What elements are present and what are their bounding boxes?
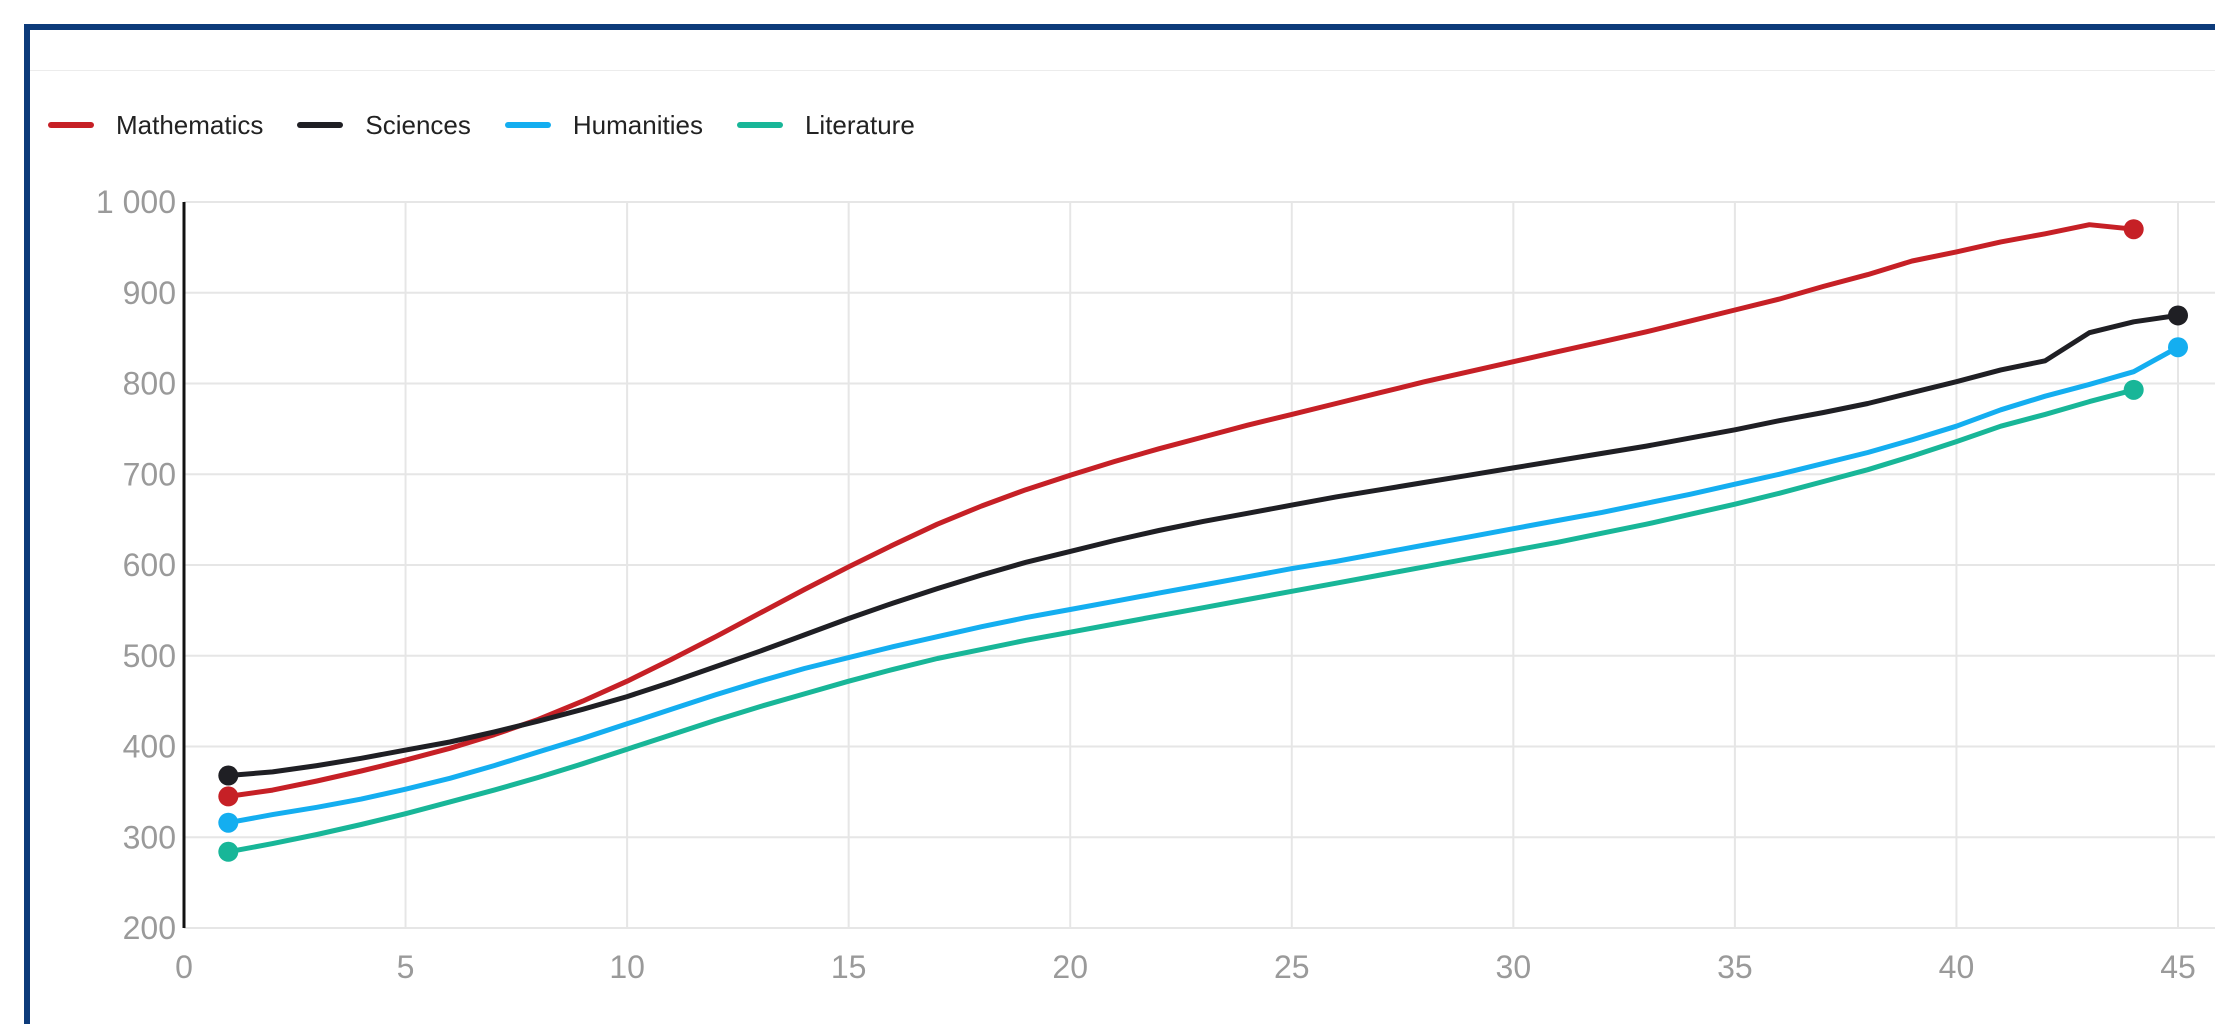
data-point-mathematics-end[interactable] <box>2123 219 2144 240</box>
x-tick-label: 5 <box>397 949 415 985</box>
legend-item-humanities[interactable]: Humanities <box>504 109 703 141</box>
y-tick-label: 500 <box>123 638 176 674</box>
y-tick-label: 600 <box>123 547 176 583</box>
y-tick-label: 800 <box>123 366 176 402</box>
legend-swatch-mathematics <box>48 122 94 128</box>
x-tick-label: 0 <box>175 949 193 985</box>
y-tick-label: 700 <box>123 456 176 492</box>
series-line-mathematics[interactable] <box>225 222 2137 799</box>
y-tick-label: 200 <box>123 910 176 946</box>
x-tick-label: 35 <box>1717 949 1753 985</box>
legend-swatch-sciences <box>297 122 344 128</box>
legend-item-literature[interactable]: Literature <box>736 109 915 141</box>
x-tick-label: 10 <box>609 949 645 985</box>
x-tick-label: 25 <box>1274 949 1310 985</box>
x-tick-label: 45 <box>2160 949 2196 985</box>
legend-swatch-humanities <box>504 122 551 128</box>
legend: Mathematics Sciences Humanities Literatu… <box>48 100 949 150</box>
grid <box>184 201 2215 929</box>
x-tick-label: 20 <box>1052 949 1088 985</box>
series-line-sciences[interactable] <box>225 312 2181 778</box>
legend-swatch-literature <box>736 122 783 128</box>
y-tick-label: 400 <box>123 729 176 765</box>
data-point-sciences-end[interactable] <box>2168 305 2188 326</box>
series-line-humanities[interactable] <box>225 344 2181 826</box>
legend-label-humanities: Humanities <box>572 109 703 140</box>
legend-label-literature: Literature <box>804 109 915 140</box>
data-point-literature-start[interactable] <box>218 841 239 862</box>
y-tick-label: 900 <box>123 275 176 311</box>
panel-header <box>30 30 2215 71</box>
x-tick-label: 30 <box>1496 949 1532 985</box>
legend-label-sciences: Sciences <box>365 109 471 140</box>
axes: 200 300 400 500 600 700 800 900 1 000 0 5 10 15 20 25 3… <box>96 184 2196 985</box>
data-point-humanities-start[interactable] <box>218 812 239 833</box>
y-tick-label: 300 <box>123 819 176 855</box>
data-point-humanities-end[interactable] <box>2168 337 2188 358</box>
y-tick-label: 1 000 <box>96 184 176 220</box>
data-point-mathematics-start[interactable] <box>218 786 239 807</box>
data-point-literature-end[interactable] <box>2123 379 2144 400</box>
legend-item-sciences[interactable]: Sciences <box>297 110 471 141</box>
x-tick-label: 40 <box>1939 949 1975 985</box>
legend-item-mathematics[interactable]: Mathematics <box>48 110 263 141</box>
series-lines <box>218 219 2188 862</box>
chart-panel: Mathematics Sciences Humanities Literatu… <box>24 24 2215 1024</box>
legend-label-mathematics: Mathematics <box>116 109 264 140</box>
series-line-literature[interactable] <box>225 387 2137 855</box>
x-tick-label: 15 <box>831 949 867 985</box>
data-point-sciences-start[interactable] <box>218 765 239 786</box>
